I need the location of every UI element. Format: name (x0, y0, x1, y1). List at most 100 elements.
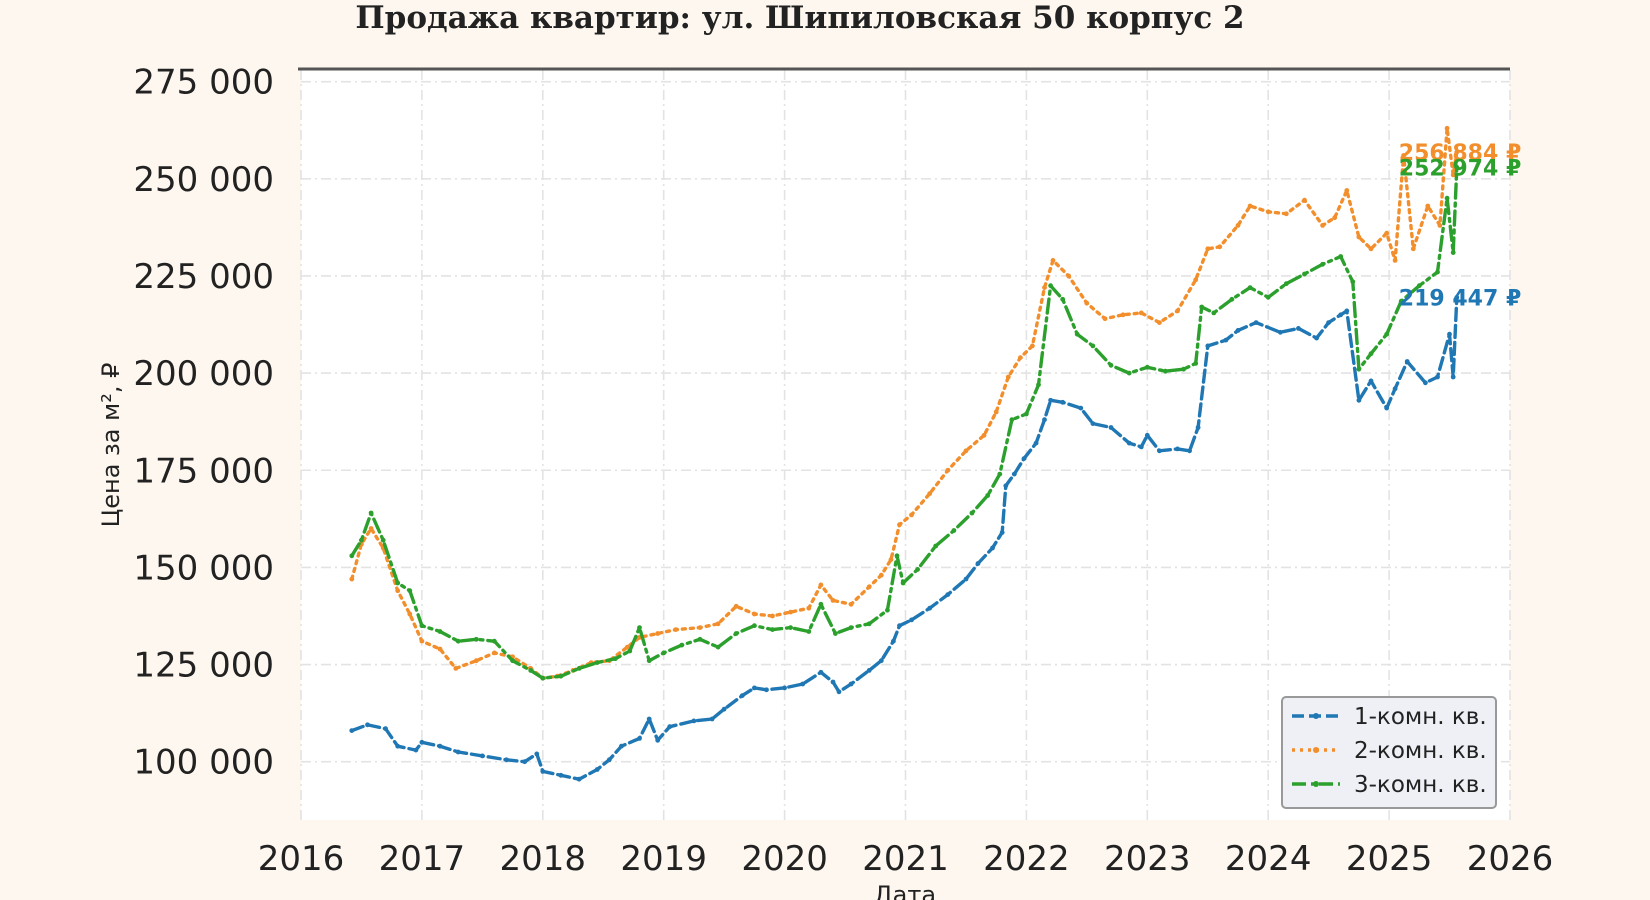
series-3-point (1126, 370, 1132, 376)
series-2-point (888, 557, 894, 562)
series-1-point (909, 617, 914, 623)
series-1-point (1078, 405, 1084, 411)
series-2-point (909, 512, 914, 518)
series-1-point (927, 605, 933, 611)
series-2-point (625, 644, 630, 650)
series-3-point (1338, 254, 1344, 259)
series-1-point (1296, 326, 1301, 331)
series-3-point (419, 623, 425, 629)
series-1-point (891, 638, 896, 644)
series-3-point (997, 471, 1003, 477)
series-2-point (1384, 230, 1390, 236)
series-3-point (1163, 368, 1168, 374)
series-1-point (1404, 359, 1410, 364)
series-3-point (1368, 351, 1374, 357)
series-1-point (455, 749, 461, 755)
series-3-point (788, 625, 793, 630)
series-3-point (368, 510, 374, 516)
series-3-point (885, 607, 890, 613)
series-2-point (1332, 215, 1338, 221)
series-2-point (1084, 300, 1090, 306)
series-line-1 (350, 295, 1459, 781)
series-2-point (1066, 273, 1072, 279)
series-3-point (1302, 271, 1307, 277)
series-3-point (1074, 331, 1080, 337)
series-1-point (1384, 405, 1390, 411)
series-2-point (1157, 320, 1162, 325)
series-2-point (1175, 308, 1180, 314)
series-1-point (522, 759, 528, 765)
series-3-point (576, 666, 582, 671)
series-2-point (878, 572, 884, 578)
series-1-point (752, 685, 757, 691)
series-3-point (894, 553, 900, 559)
series-3-point (1181, 366, 1186, 372)
series-1-point (878, 658, 884, 664)
series-1-point (1277, 329, 1283, 335)
y-axis-label: Цена за м², ₽ (97, 363, 125, 528)
series-end-label-2: 256 884 ₽ (1399, 141, 1521, 166)
series-1-point (1108, 425, 1114, 430)
series-1-point (1048, 397, 1053, 403)
series-2-point (673, 627, 679, 632)
series-3-point (492, 638, 497, 644)
series-3-point (1090, 343, 1096, 349)
series-2-point (697, 625, 703, 630)
series-2-point (1283, 211, 1289, 217)
series-1-point (1187, 448, 1192, 454)
series-2-point (1235, 223, 1241, 228)
series-1-point (1144, 432, 1150, 438)
series-3-point (1398, 298, 1404, 304)
series-1-point (437, 743, 443, 749)
series-2-point (419, 638, 425, 644)
series-end-label-1: 219 447 ₽ (1399, 287, 1521, 312)
series-1-point (691, 718, 697, 724)
series-2-point (1450, 172, 1456, 178)
series-2-point (788, 609, 793, 615)
series-1-point (709, 716, 715, 722)
series-3-point (818, 601, 824, 607)
series-2-point (1368, 246, 1374, 252)
series-3-point (612, 656, 618, 662)
series-3-point (900, 580, 906, 586)
series-1-point (1195, 425, 1201, 430)
series-3-point (395, 580, 401, 586)
y-tick-label: 150 000 (133, 548, 274, 588)
chart-title: Продажа квартир: ул. Шипиловская 50 корп… (355, 0, 1244, 36)
series-1-point (721, 706, 727, 712)
series-2-point (1425, 203, 1431, 209)
series-1-point (395, 743, 401, 749)
series-1-point (655, 737, 661, 743)
series-3-point (510, 658, 515, 664)
series-1-point (1223, 337, 1229, 343)
series-1-point (1454, 295, 1460, 300)
series-3-point (437, 629, 443, 634)
series-1-point (619, 743, 624, 749)
series-1-point (836, 689, 842, 695)
y-tick-label: 225 000 (133, 257, 274, 297)
series-1-point (540, 769, 546, 774)
series-2-point (733, 603, 739, 609)
series-3-point (359, 537, 364, 543)
x-tick-label: 2016 (258, 839, 345, 879)
series-3-point (558, 673, 564, 679)
series-1-point (1175, 446, 1180, 452)
y-tick-label: 250 000 (133, 160, 274, 200)
series-3-point (594, 660, 600, 665)
legend-marker (1313, 747, 1319, 753)
series-3-point (1320, 261, 1325, 267)
series-2-point (1401, 153, 1406, 158)
series-2-point (1005, 374, 1011, 380)
series-3-point (915, 567, 920, 572)
series-3-point (866, 621, 872, 627)
series-3-point (407, 588, 413, 594)
series-2-point (981, 432, 987, 438)
series-3-point (1283, 281, 1289, 287)
series-1-point (1033, 440, 1039, 446)
series-1-point (1326, 320, 1331, 325)
series-1-point (1157, 448, 1162, 454)
series-2-point (806, 605, 812, 611)
series-1-point (1011, 471, 1017, 477)
ticks: 2016 2017 2018 2019 2020 2021 2022 2023 2024 2025… (133, 63, 1553, 879)
series-2-point (1302, 197, 1307, 203)
